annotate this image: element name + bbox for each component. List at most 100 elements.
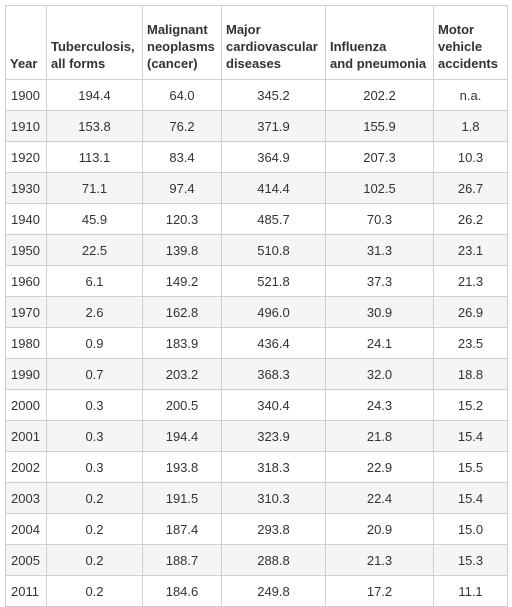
table-row: 2005 0.2 188.7 288.8 21.3 15.3 bbox=[5, 544, 508, 576]
year-cell: 1980 bbox=[5, 327, 47, 359]
header-malignant-neoplasms: Malignant neoplasms (cancer) bbox=[142, 5, 222, 80]
mortality-rates-table: Year Tuberculosis, all forms Malignant neo… bbox=[5, 5, 508, 607]
cardiovascular-cell: 249.8 bbox=[221, 575, 326, 607]
table-header: Year Tuberculosis, all forms Malignant neo… bbox=[5, 5, 508, 80]
influenza-pneumonia-cell: 31.3 bbox=[325, 234, 434, 266]
cardiovascular-cell: 368.3 bbox=[221, 358, 326, 390]
year-cell: 2002 bbox=[5, 451, 47, 483]
motor-vehicle-cell: n.a. bbox=[433, 79, 508, 111]
year-cell: 1970 bbox=[5, 296, 47, 328]
table-row: 1920 113.1 83.4 364.9 207.3 10.3 bbox=[5, 141, 508, 173]
influenza-pneumonia-cell: 32.0 bbox=[325, 358, 434, 390]
tuberculosis-cell: 0.2 bbox=[46, 575, 143, 607]
header-tuberculosis: Tuberculosis, all forms bbox=[46, 5, 143, 80]
cardiovascular-cell: 521.8 bbox=[221, 265, 326, 297]
cancer-cell: 149.2 bbox=[142, 265, 222, 297]
year-cell: 1990 bbox=[5, 358, 47, 390]
influenza-pneumonia-cell: 24.3 bbox=[325, 389, 434, 421]
cancer-cell: 203.2 bbox=[142, 358, 222, 390]
influenza-pneumonia-cell: 17.2 bbox=[325, 575, 434, 607]
table-row: 2000 0.3 200.5 340.4 24.3 15.2 bbox=[5, 389, 508, 421]
table-row: 2003 0.2 191.5 310.3 22.4 15.4 bbox=[5, 482, 508, 514]
motor-vehicle-cell: 10.3 bbox=[433, 141, 508, 173]
influenza-pneumonia-cell: 21.8 bbox=[325, 420, 434, 452]
cancer-cell: 183.9 bbox=[142, 327, 222, 359]
motor-vehicle-cell: 23.1 bbox=[433, 234, 508, 266]
table-row: 2011 0.2 184.6 249.8 17.2 11.1 bbox=[5, 575, 508, 607]
cancer-cell: 193.8 bbox=[142, 451, 222, 483]
motor-vehicle-cell: 15.5 bbox=[433, 451, 508, 483]
tuberculosis-cell: 0.2 bbox=[46, 513, 143, 545]
influenza-pneumonia-cell: 24.1 bbox=[325, 327, 434, 359]
cardiovascular-cell: 345.2 bbox=[221, 79, 326, 111]
tuberculosis-cell: 0.3 bbox=[46, 451, 143, 483]
cancer-cell: 120.3 bbox=[142, 203, 222, 235]
influenza-pneumonia-cell: 202.2 bbox=[325, 79, 434, 111]
motor-vehicle-cell: 15.0 bbox=[433, 513, 508, 545]
tuberculosis-cell: 0.7 bbox=[46, 358, 143, 390]
tuberculosis-cell: 6.1 bbox=[46, 265, 143, 297]
year-cell: 1940 bbox=[5, 203, 47, 235]
tuberculosis-cell: 194.4 bbox=[46, 79, 143, 111]
year-cell: 2001 bbox=[5, 420, 47, 452]
motor-vehicle-cell: 11.1 bbox=[433, 575, 508, 607]
cancer-cell: 187.4 bbox=[142, 513, 222, 545]
cancer-cell: 64.0 bbox=[142, 79, 222, 111]
tuberculosis-cell: 0.3 bbox=[46, 420, 143, 452]
table-body: 1900 194.4 64.0 345.2 202.2 n.a. 1910 153.8 76.2… bbox=[5, 79, 508, 607]
table-row: 1940 45.9 120.3 485.7 70.3 26.2 bbox=[5, 203, 508, 235]
motor-vehicle-cell: 15.4 bbox=[433, 482, 508, 514]
tuberculosis-cell: 71.1 bbox=[46, 172, 143, 204]
tuberculosis-cell: 0.2 bbox=[46, 544, 143, 576]
influenza-pneumonia-cell: 22.4 bbox=[325, 482, 434, 514]
tuberculosis-cell: 0.2 bbox=[46, 482, 143, 514]
cancer-cell: 188.7 bbox=[142, 544, 222, 576]
cardiovascular-cell: 323.9 bbox=[221, 420, 326, 452]
tuberculosis-cell: 45.9 bbox=[46, 203, 143, 235]
cancer-cell: 184.6 bbox=[142, 575, 222, 607]
year-cell: 2005 bbox=[5, 544, 47, 576]
table-row: 1980 0.9 183.9 436.4 24.1 23.5 bbox=[5, 327, 508, 359]
year-cell: 1930 bbox=[5, 172, 47, 204]
tuberculosis-cell: 0.3 bbox=[46, 389, 143, 421]
cardiovascular-cell: 371.9 bbox=[221, 110, 326, 142]
motor-vehicle-cell: 1.8 bbox=[433, 110, 508, 142]
year-cell: 2000 bbox=[5, 389, 47, 421]
motor-vehicle-cell: 15.4 bbox=[433, 420, 508, 452]
cancer-cell: 83.4 bbox=[142, 141, 222, 173]
motor-vehicle-cell: 26.9 bbox=[433, 296, 508, 328]
table-row: 1970 2.6 162.8 496.0 30.9 26.9 bbox=[5, 296, 508, 328]
year-cell: 1950 bbox=[5, 234, 47, 266]
year-cell: 2004 bbox=[5, 513, 47, 545]
mortality-table-container: Year Tuberculosis, all forms Malignant neo… bbox=[5, 5, 508, 607]
influenza-pneumonia-cell: 22.9 bbox=[325, 451, 434, 483]
table-row: 1900 194.4 64.0 345.2 202.2 n.a. bbox=[5, 79, 508, 111]
table-row: 1910 153.8 76.2 371.9 155.9 1.8 bbox=[5, 110, 508, 142]
cardiovascular-cell: 340.4 bbox=[221, 389, 326, 421]
motor-vehicle-cell: 15.2 bbox=[433, 389, 508, 421]
cancer-cell: 76.2 bbox=[142, 110, 222, 142]
header-year: Year bbox=[5, 5, 47, 80]
influenza-pneumonia-cell: 21.3 bbox=[325, 544, 434, 576]
table-row: 2002 0.3 193.8 318.3 22.9 15.5 bbox=[5, 451, 508, 483]
cardiovascular-cell: 364.9 bbox=[221, 141, 326, 173]
header-influenza-pneumonia: Influenza and pneumonia bbox=[325, 5, 434, 80]
year-cell: 1920 bbox=[5, 141, 47, 173]
table-row: 2001 0.3 194.4 323.9 21.8 15.4 bbox=[5, 420, 508, 452]
header-cardiovascular-diseases: Major cardiovascular diseases bbox=[221, 5, 326, 80]
year-cell: 1900 bbox=[5, 79, 47, 111]
cardiovascular-cell: 496.0 bbox=[221, 296, 326, 328]
motor-vehicle-cell: 26.7 bbox=[433, 172, 508, 204]
table-row: 1930 71.1 97.4 414.4 102.5 26.7 bbox=[5, 172, 508, 204]
cancer-cell: 194.4 bbox=[142, 420, 222, 452]
cancer-cell: 200.5 bbox=[142, 389, 222, 421]
year-cell: 2011 bbox=[5, 575, 47, 607]
cardiovascular-cell: 288.8 bbox=[221, 544, 326, 576]
table-row: 1960 6.1 149.2 521.8 37.3 21.3 bbox=[5, 265, 508, 297]
cardiovascular-cell: 436.4 bbox=[221, 327, 326, 359]
influenza-pneumonia-cell: 20.9 bbox=[325, 513, 434, 545]
table-row: 1950 22.5 139.8 510.8 31.3 23.1 bbox=[5, 234, 508, 266]
cancer-cell: 162.8 bbox=[142, 296, 222, 328]
tuberculosis-cell: 153.8 bbox=[46, 110, 143, 142]
year-cell: 2003 bbox=[5, 482, 47, 514]
